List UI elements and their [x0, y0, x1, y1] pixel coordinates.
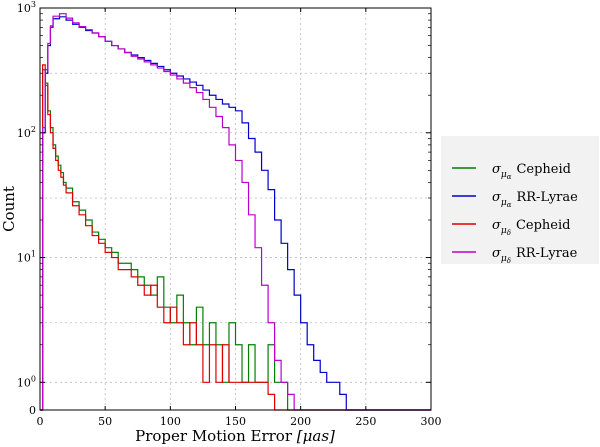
legend-entry: σμδ RR-Lyrae — [492, 246, 578, 265]
x-tick-label: 300 — [421, 415, 442, 428]
y-tick-label: 102 — [17, 125, 36, 140]
x-tick-label: 150 — [225, 415, 246, 428]
series-group — [40, 13, 431, 411]
y-zero-label: 0 — [29, 404, 36, 417]
legend-entry: σμδ Cepheid — [492, 218, 570, 237]
x-tick-label: 0 — [37, 415, 44, 428]
series-line-2 — [40, 64, 431, 411]
x-tick-label: 50 — [98, 415, 112, 428]
y-tick-label: 100 — [17, 374, 36, 389]
legend-entry: σμα Cepheid — [492, 162, 571, 181]
legend-entry: σμα RR-Lyrae — [492, 190, 578, 209]
x-tick-label: 100 — [160, 415, 181, 428]
y-tick-label: 101 — [17, 250, 36, 265]
series-line-3 — [40, 13, 431, 411]
x-tick-label: 200 — [290, 415, 311, 428]
grid — [40, 8, 431, 410]
y-tick-label: 103 — [17, 0, 36, 15]
ticks: 0 50 100 150 200 250 300 100 101 102 103 0 — [17, 0, 442, 428]
legend-box — [441, 136, 599, 264]
x-axis-label: Proper Motion Error [μas] — [135, 427, 335, 445]
x-tick-label: 250 — [355, 415, 376, 428]
legend: σμα Cepheid σμα RR-Lyrae σμδ Cepheid σμδ RR-Lyr… — [441, 136, 599, 265]
y-axis-label: Count — [0, 186, 18, 232]
